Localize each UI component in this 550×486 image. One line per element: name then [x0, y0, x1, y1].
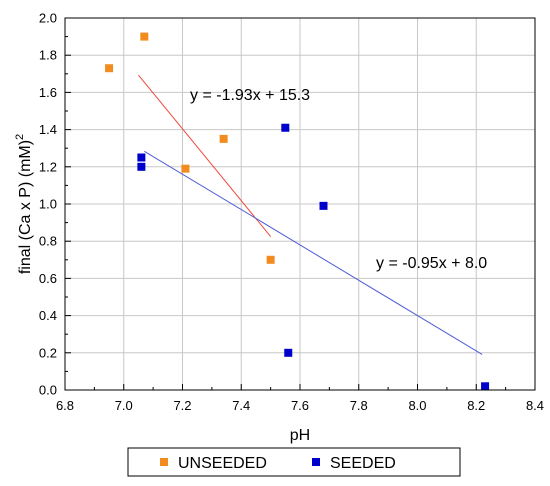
x-tick-label: 7.2 [173, 398, 191, 413]
y-axis-title-text: final (Ca x P) (mM) [17, 140, 34, 274]
data-point-unseeded [219, 134, 228, 143]
legend-label-seeded: SEEDED [330, 455, 396, 472]
data-point-seeded [319, 201, 328, 210]
data-point-seeded [281, 123, 290, 132]
x-tick-label: 8.0 [408, 398, 426, 413]
x-tick-labels: 6.8 7.0 7.2 7.4 7.6 7.8 8.0 8.2 8.4 [56, 398, 544, 413]
fit-line-unseeded [138, 74, 272, 237]
y-tick-label: 0.6 [39, 271, 57, 286]
data-point-seeded [137, 153, 146, 162]
legend-marker-unseeded [160, 458, 168, 466]
y-tick-label: 2.0 [39, 11, 57, 26]
y-tick-label: 1.0 [39, 197, 57, 212]
legend-label-unseeded: UNSEEDED [178, 455, 267, 472]
x-tick-label: 7.6 [291, 398, 309, 413]
data-point-unseeded [105, 64, 114, 73]
y-tick-label: 0.4 [39, 308, 57, 323]
y-tick-label: 1.6 [39, 85, 57, 100]
x-tick-label: 8.2 [467, 398, 485, 413]
data-point-unseeded [266, 255, 275, 264]
data-point-unseeded [140, 32, 149, 41]
x-tick-label: 7.8 [350, 398, 368, 413]
y-axis-title-superscript: 2 [14, 134, 26, 140]
legend: UNSEEDED SEEDED [127, 447, 461, 477]
axis-ticks [64, 17, 536, 391]
data-point-seeded [137, 162, 146, 171]
fit-equation-seeded: y = -0.95x + 8.0 [376, 255, 487, 272]
data-point-seeded [481, 382, 490, 391]
x-tick-label: 8.4 [526, 398, 544, 413]
y-tick-label: 0.8 [39, 234, 57, 249]
fit-equation-labels: y = -1.93x + 15.3 y = -0.95x + 8.0 [190, 87, 487, 272]
data-point-unseeded [181, 164, 190, 173]
x-tick-label: 6.8 [56, 398, 74, 413]
data-point-seeded [284, 348, 293, 357]
fit-lines [138, 74, 483, 355]
x-axis-title: pH [290, 427, 310, 444]
x-tick-label: 7.0 [115, 398, 133, 413]
data-points [105, 32, 490, 391]
y-tick-labels: 0.0 0.2 0.4 0.6 0.8 1.0 1.2 1.4 1.6 1.8 2.0 [39, 11, 57, 398]
fit-equation-unseeded: y = -1.93x + 15.3 [190, 87, 310, 104]
grid-lines [65, 18, 535, 390]
legend-box [127, 447, 461, 477]
fit-line-seeded [144, 150, 483, 355]
y-tick-label: 1.8 [39, 48, 57, 63]
y-tick-label: 1.2 [39, 159, 57, 174]
x-tick-label: 7.4 [232, 398, 250, 413]
y-tick-label: 0.2 [39, 345, 57, 360]
y-tick-label: 0.0 [39, 383, 57, 398]
legend-marker-seeded [312, 458, 320, 466]
y-tick-label: 1.4 [39, 122, 57, 137]
y-axis-title: final (Ca x P) (mM)2 [14, 134, 34, 274]
